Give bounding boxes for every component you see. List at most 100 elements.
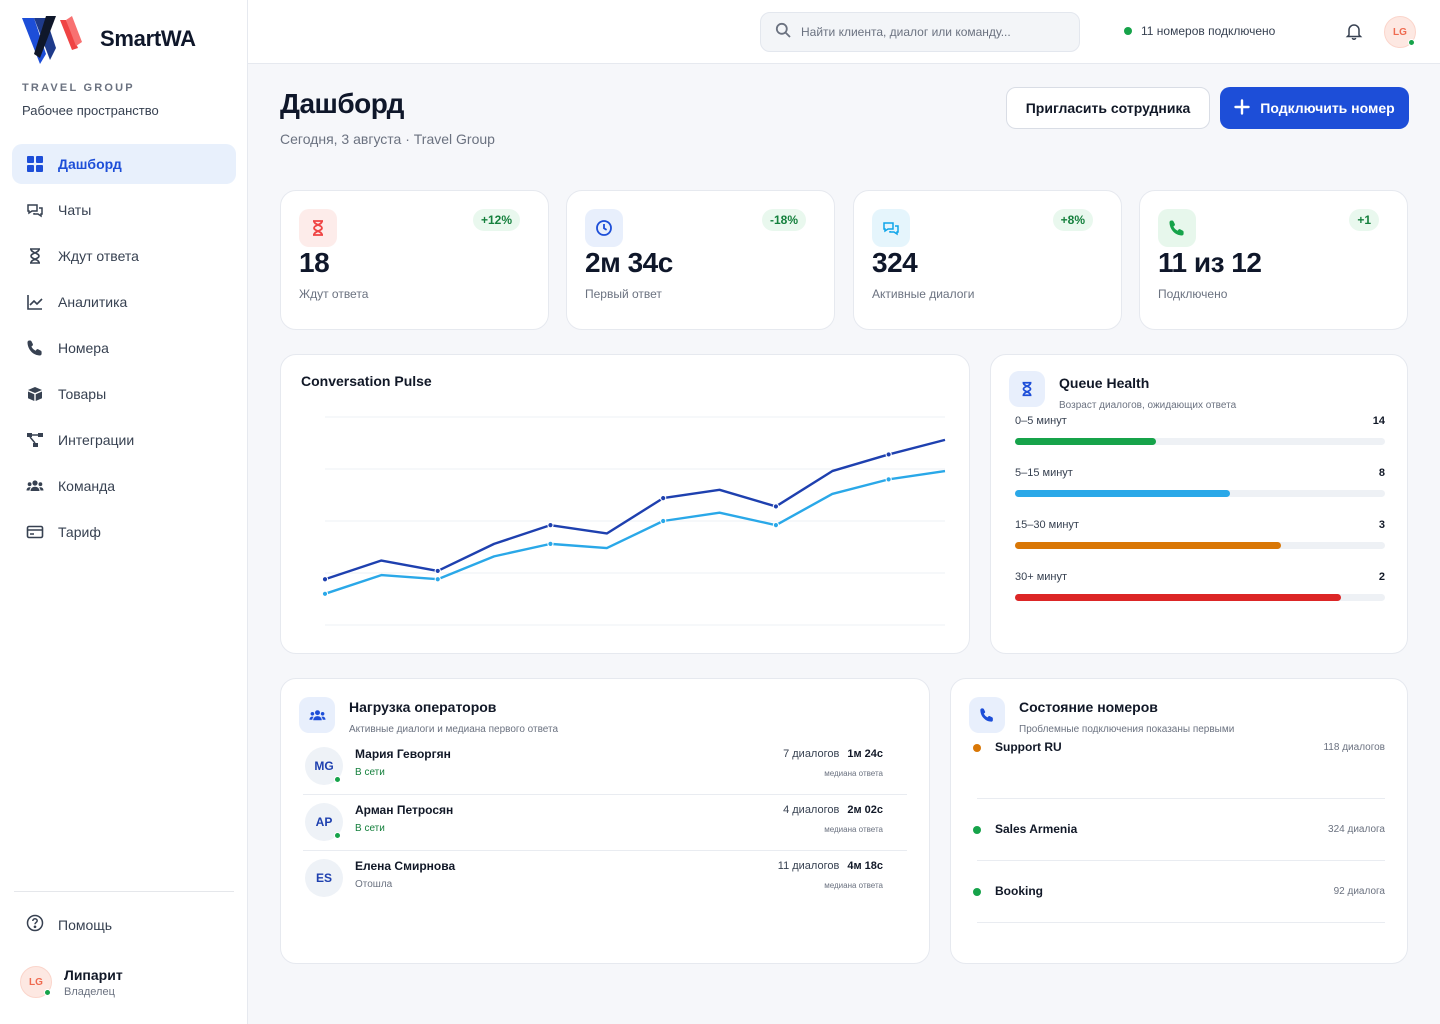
brand-logo[interactable]: SmartWA	[20, 14, 196, 64]
sidebar-item-integrations[interactable]: Интеграции	[12, 420, 236, 460]
number-dialogs: 92 диалога	[1333, 886, 1385, 897]
queue-row-count: 3	[1378, 519, 1385, 531]
queue-row-label: 0–5 минут	[1015, 415, 1067, 427]
operator-initials: AP	[315, 815, 333, 829]
invite-employee-button[interactable]: Пригласить сотрудника	[1006, 87, 1210, 129]
queue-progress-fill	[1015, 594, 1341, 601]
row-divider	[977, 922, 1385, 923]
queue-progress-track	[1015, 438, 1385, 445]
plus-icon	[1234, 98, 1250, 118]
chart-title: Conversation Pulse	[301, 373, 432, 389]
row-divider	[977, 860, 1385, 861]
kpi-value: 324	[872, 247, 918, 278]
queue-row-head: 30+ минут 2	[1015, 571, 1385, 583]
sidebar-item-label: Дашборд	[58, 156, 122, 172]
help-link[interactable]: Помощь	[26, 914, 112, 935]
search-icon	[775, 22, 791, 43]
data-point[interactable]	[772, 522, 780, 529]
box-icon	[26, 385, 44, 403]
data-point[interactable]	[660, 495, 667, 502]
sidebar-item-label: Товары	[58, 386, 107, 402]
help-label: Помощь	[58, 916, 113, 933]
user-avatar[interactable]: LG	[1384, 16, 1416, 48]
kpi-delta-badge: +12%	[472, 209, 520, 231]
sidebar-item-chats[interactable]: Чаты	[12, 190, 236, 230]
kpi-card-first-response[interactable]: -18% 2м 34с Первый ответ	[566, 190, 835, 330]
sidebar-item-label: Номера	[58, 340, 109, 356]
sidebar-item-label: Команда	[58, 478, 116, 494]
data-point[interactable]	[547, 522, 554, 529]
operator-name: Мария Геворгян	[355, 747, 451, 761]
sidebar-item-waiting[interactable]: Ждут ответа	[12, 236, 236, 276]
profile-name: Липарит	[64, 966, 123, 983]
queue-row-head: 5–15 минут 8	[1015, 467, 1385, 479]
status-dot	[1124, 27, 1132, 35]
kpi-card-connected[interactable]: +1 11 из 12 Подключено	[1139, 190, 1408, 330]
clock-icon	[585, 209, 623, 247]
data-point[interactable]	[885, 476, 892, 483]
sidebar-item-products[interactable]: Товары	[12, 374, 236, 414]
data-point[interactable]	[434, 567, 441, 575]
number-status-dot	[973, 744, 981, 752]
chat-icon	[872, 209, 910, 247]
operator-stats: 7 диалогов 1м 24с	[783, 748, 883, 760]
operator-avatar: ES	[305, 859, 343, 897]
data-point[interactable]	[434, 576, 441, 583]
integrations-icon	[26, 431, 44, 449]
online-indicator	[334, 776, 341, 783]
data-point[interactable]	[321, 590, 329, 597]
number-row[interactable]: Support RU 118 диалогов	[973, 737, 1385, 799]
operator-initials: MG	[314, 759, 334, 773]
data-point[interactable]	[772, 503, 780, 510]
hourglass-icon	[1009, 371, 1045, 407]
data-point[interactable]	[660, 517, 667, 525]
data-point[interactable]	[321, 576, 329, 583]
data-point[interactable]	[547, 540, 554, 547]
kpi-value: 2м 34с	[585, 247, 673, 278]
card-icon	[26, 523, 44, 541]
operator-row[interactable]: AP Арман Петросян В сети 4 диалогов 2м 02с ме…	[303, 795, 907, 851]
operator-status: В сети	[355, 823, 385, 834]
connect-number-button[interactable]: Подключить номер	[1220, 87, 1409, 129]
operators-title: Нагрузка операторов	[349, 699, 497, 715]
kpi-card-active-dialogs[interactable]: +8% 324 Активные диалоги	[853, 190, 1122, 330]
logo-mark-icon	[22, 16, 82, 64]
kpi-label: Первый ответ	[585, 287, 662, 301]
sidebar-item-numbers[interactable]: Номера	[12, 328, 236, 368]
bell-icon[interactable]	[1345, 22, 1363, 45]
sidebar-divider	[14, 891, 234, 892]
number-dialogs: 324 диалога	[1328, 824, 1385, 835]
kpi-value: 18	[299, 247, 330, 278]
kpi-label: Активные диалоги	[872, 287, 975, 301]
user-profile[interactable]: LG Липарит Владелец	[20, 966, 123, 998]
sidebar-item-label: Интеграции	[58, 432, 135, 448]
operators-load-card: Нагрузка операторов Активные диалоги и м…	[280, 678, 930, 964]
operator-median: 1м 24с	[847, 748, 883, 760]
operator-status: В сети	[355, 767, 385, 778]
number-row[interactable]: Sales Armenia 324 диалога	[973, 799, 1385, 861]
number-status-dot	[973, 888, 981, 896]
numbers-subtitle: Проблемные подключения показаны первыми	[1019, 724, 1235, 735]
phone-icon	[1158, 209, 1196, 247]
sidebar-item-plan[interactable]: Тариф	[12, 512, 236, 552]
connect-number-label: Подключить номер	[1260, 100, 1395, 116]
grid-icon	[26, 155, 44, 173]
avatar-initials: LG	[29, 976, 43, 988]
number-row[interactable]: Booking 92 диалога	[973, 861, 1385, 923]
search-bar	[760, 12, 1080, 52]
sidebar-item-team[interactable]: Команда	[12, 466, 236, 506]
operator-row[interactable]: MG Мария Геворгян В сети 7 диалогов 1м 24с ме…	[303, 739, 907, 795]
operator-stats: 4 диалогов 2м 02с	[783, 804, 883, 816]
operator-avatar: MG	[305, 747, 343, 785]
search-input[interactable]	[801, 25, 1061, 39]
kpi-delta-badge: +8%	[1052, 209, 1093, 231]
kpi-card-waiting[interactable]: +12% 18 Ждут ответа	[280, 190, 549, 330]
sidebar-item-analytics[interactable]: Аналитика	[12, 282, 236, 322]
sidebar-item-dashboard[interactable]: Дашборд	[12, 144, 236, 184]
queue-row: 15–30 минут 3	[1015, 519, 1385, 549]
queue-progress-fill	[1015, 438, 1156, 445]
median-label: медиана ответа	[824, 769, 883, 778]
queue-row: 0–5 минут 14	[1015, 415, 1385, 445]
data-point[interactable]	[885, 451, 892, 458]
operator-row[interactable]: ES Елена Смирнова Отошла 11 диалогов 4м 18с м…	[303, 851, 907, 907]
